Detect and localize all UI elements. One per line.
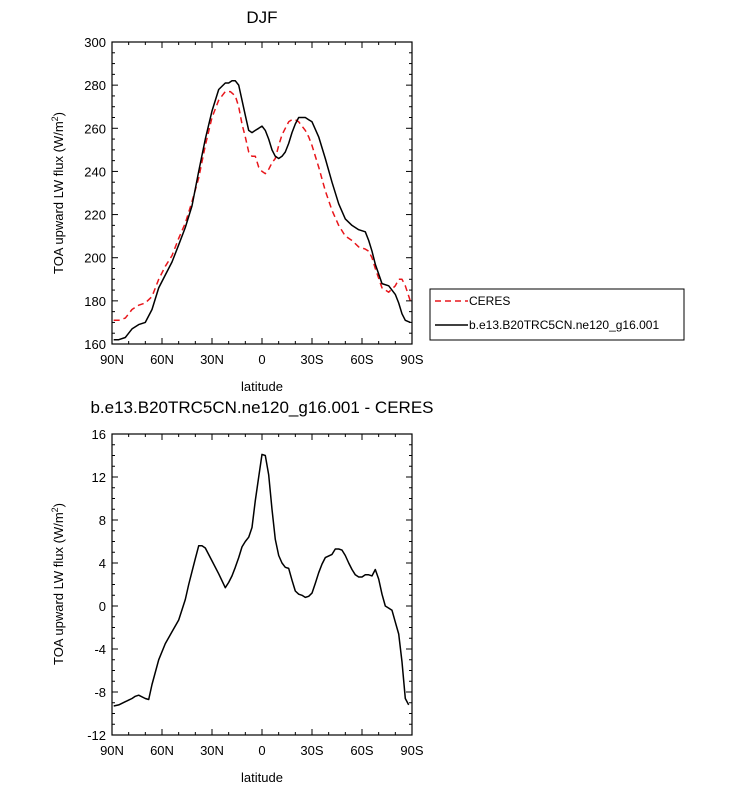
bottom-y-tick-label: -4 <box>94 642 106 657</box>
bottom-x-tick-label: 0 <box>258 743 265 758</box>
legend-entry-ceres: CERES <box>469 294 510 308</box>
bottom-y-axis-label-close: ) <box>51 503 66 507</box>
top-x-axis-label: latitude <box>241 379 283 394</box>
top-y-axis-label-close: ) <box>51 112 66 116</box>
top-series-line-1 <box>113 80 411 341</box>
legend-entry-model: b.e13.B20TRC5CN.ne120_g16.001 <box>469 318 659 332</box>
top-x-tick-label: 90N <box>100 352 124 367</box>
bottom-x-tick-label: 60N <box>150 743 174 758</box>
top-y-tick-label: 220 <box>84 208 106 223</box>
bottom-y-axis-label-sup: 2 <box>50 507 60 512</box>
top-y-tick-label: 240 <box>84 164 106 179</box>
top-x-tick-label: 60S <box>350 352 373 367</box>
bottom-chart-title: b.e13.B20TRC5CN.ne120_g16.001 - CERES <box>90 398 433 417</box>
top-y-axis-label-sup: 2 <box>50 116 60 121</box>
bottom-y-tick-label: -8 <box>94 685 106 700</box>
top-chart-title: DJF <box>246 8 277 27</box>
top-y-tick-label: 280 <box>84 78 106 93</box>
top-y-tick-label: 200 <box>84 251 106 266</box>
bottom-x-tick-label: 30S <box>300 743 323 758</box>
bottom-x-tick-label: 90N <box>100 743 124 758</box>
bottom-panel: b.e13.B20TRC5CN.ne120_g16.001 - CERES 90… <box>50 398 434 785</box>
bottom-y-tick-label: 8 <box>99 513 106 528</box>
legend: CERES b.e13.B20TRC5CN.ne120_g16.001 <box>429 288 685 341</box>
top-x-tick-label: 30S <box>300 352 323 367</box>
bottom-x-axis-label: latitude <box>241 770 283 785</box>
bottom-y-axis-label-main: TOA upward LW flux (W/m <box>51 512 66 665</box>
top-x-tick-label: 30N <box>200 352 224 367</box>
top-panel: DJF 90N 60N 30N 0 30S 60S 90S 160 180 200 220 240 26… <box>50 8 685 394</box>
bottom-x-tick-label: 30N <box>200 743 224 758</box>
top-y-axis-label: TOA upward LW flux (W/m2) <box>50 112 66 274</box>
bottom-x-tick-label: 90S <box>400 743 423 758</box>
bottom-series-line-0 <box>113 453 410 707</box>
bottom-x-tick-label: 60S <box>350 743 373 758</box>
bottom-plot-frame <box>111 433 413 736</box>
top-y-tick-label: 260 <box>84 121 106 136</box>
bottom-y-tick-label: -12 <box>87 728 106 743</box>
bottom-y-tick-label: 0 <box>99 599 106 614</box>
top-y-axis-label-main: TOA upward LW flux (W/m <box>51 121 66 274</box>
bottom-y-tick-label: 12 <box>92 470 106 485</box>
top-y-tick-label: 180 <box>84 294 106 309</box>
bottom-y-tick-label: 4 <box>99 556 106 571</box>
top-y-tick-label: 160 <box>84 337 106 352</box>
legend-box <box>429 288 685 341</box>
top-x-tick-label: 90S <box>400 352 423 367</box>
bottom-y-tick-label: 16 <box>92 427 106 442</box>
top-plot-frame <box>111 41 413 345</box>
top-series-line-0 <box>113 90 412 322</box>
top-y-tick-label: 300 <box>84 35 106 50</box>
top-x-tick-label: 60N <box>150 352 174 367</box>
top-x-tick-label: 0 <box>258 352 265 367</box>
bottom-y-axis-label: TOA upward LW flux (W/m2) <box>50 503 66 665</box>
